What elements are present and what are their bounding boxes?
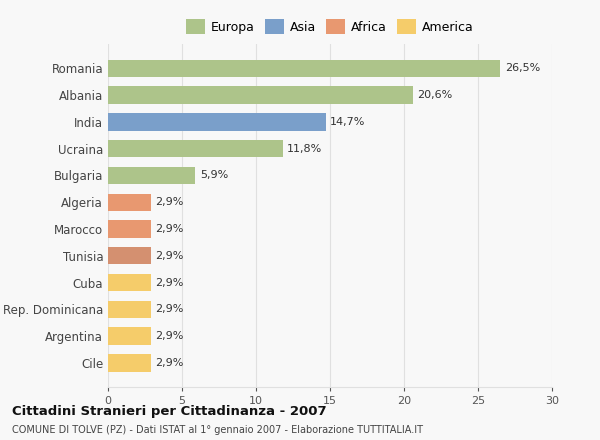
Text: COMUNE DI TOLVE (PZ) - Dati ISTAT al 1° gennaio 2007 - Elaborazione TUTTITALIA.I: COMUNE DI TOLVE (PZ) - Dati ISTAT al 1° … bbox=[12, 425, 423, 435]
Text: 11,8%: 11,8% bbox=[287, 143, 322, 154]
Text: 2,9%: 2,9% bbox=[155, 331, 184, 341]
Text: 14,7%: 14,7% bbox=[330, 117, 365, 127]
Bar bbox=[108, 140, 283, 158]
Bar bbox=[108, 274, 151, 291]
Bar bbox=[108, 247, 151, 264]
Bar bbox=[108, 301, 151, 318]
Bar bbox=[108, 354, 151, 372]
Text: 5,9%: 5,9% bbox=[200, 170, 228, 180]
Text: 2,9%: 2,9% bbox=[155, 358, 184, 368]
Text: 2,9%: 2,9% bbox=[155, 278, 184, 288]
Bar bbox=[108, 167, 196, 184]
Bar bbox=[108, 220, 151, 238]
Text: 2,9%: 2,9% bbox=[155, 251, 184, 261]
Bar bbox=[108, 113, 326, 131]
Text: 2,9%: 2,9% bbox=[155, 197, 184, 207]
Bar bbox=[108, 194, 151, 211]
Legend: Europa, Asia, Africa, America: Europa, Asia, Africa, America bbox=[186, 19, 474, 34]
Text: 2,9%: 2,9% bbox=[155, 304, 184, 314]
Text: Cittadini Stranieri per Cittadinanza - 2007: Cittadini Stranieri per Cittadinanza - 2… bbox=[12, 405, 326, 418]
Bar bbox=[108, 59, 500, 77]
Text: 26,5%: 26,5% bbox=[505, 63, 540, 73]
Text: 20,6%: 20,6% bbox=[418, 90, 452, 100]
Bar bbox=[108, 327, 151, 345]
Text: 2,9%: 2,9% bbox=[155, 224, 184, 234]
Bar bbox=[108, 86, 413, 104]
